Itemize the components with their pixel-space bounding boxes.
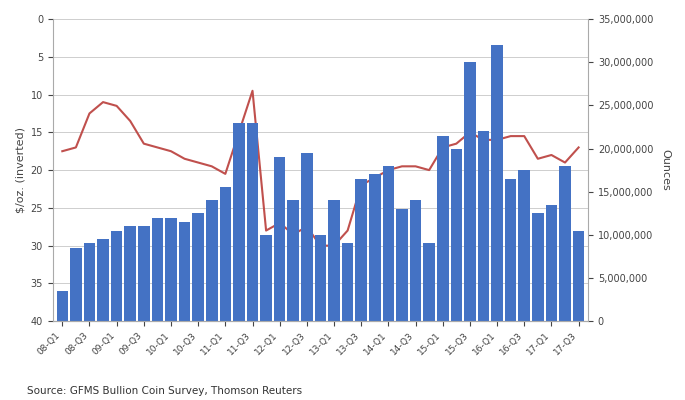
Y-axis label: $/oz. (inverted): $/oz. (inverted) [15, 127, 25, 213]
Bar [491, 45, 503, 321]
Bar [165, 218, 177, 321]
Bar [396, 209, 408, 321]
Bar [84, 244, 95, 321]
Bar [342, 244, 353, 321]
Bar [410, 200, 421, 321]
Bar [477, 131, 489, 321]
Bar [328, 200, 340, 321]
Bar [464, 62, 475, 321]
Bar [274, 157, 286, 321]
Bar [179, 222, 190, 321]
Bar [423, 244, 435, 321]
Bar [356, 179, 367, 321]
Bar [573, 230, 584, 321]
Bar [519, 170, 530, 321]
Bar [301, 153, 312, 321]
Bar [505, 179, 516, 321]
Bar [220, 187, 231, 321]
Bar [125, 226, 136, 321]
Bar [532, 213, 544, 321]
Bar [437, 136, 449, 321]
Bar [369, 174, 381, 321]
Bar [97, 239, 109, 321]
Bar [192, 213, 204, 321]
Y-axis label: Ounces: Ounces [660, 149, 670, 191]
Bar [233, 123, 245, 321]
Bar [138, 226, 149, 321]
Bar [288, 200, 299, 321]
Bar [57, 291, 68, 321]
Text: Source: GFMS Bullion Coin Survey, Thomson Reuters: Source: GFMS Bullion Coin Survey, Thomso… [27, 386, 303, 396]
Bar [451, 148, 462, 321]
Bar [546, 205, 557, 321]
Bar [314, 235, 326, 321]
Bar [383, 166, 394, 321]
Bar [559, 166, 571, 321]
Bar [260, 235, 272, 321]
Bar [111, 230, 123, 321]
Bar [247, 123, 258, 321]
Bar [70, 248, 82, 321]
Bar [151, 218, 163, 321]
Bar [206, 200, 218, 321]
